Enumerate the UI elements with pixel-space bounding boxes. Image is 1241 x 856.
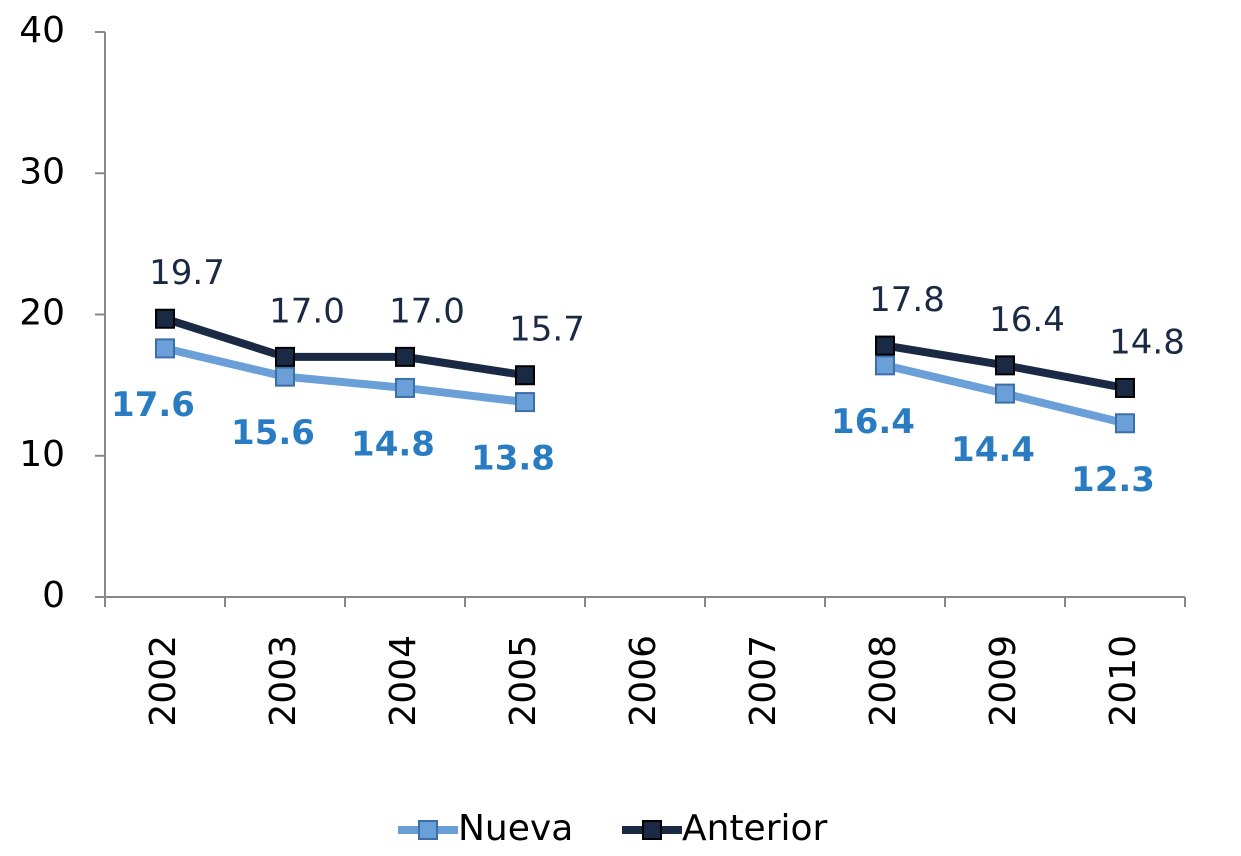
x-tick-label: 2009 (983, 635, 1024, 727)
point-marker (875, 355, 895, 376)
value-label: 12.3 (1071, 460, 1155, 500)
y-tick-label: 0 (42, 575, 65, 616)
value-label: 14.8 (1109, 322, 1185, 362)
value-label: 15.7 (509, 310, 585, 350)
value-label: 14.4 (951, 430, 1035, 470)
point-marker (515, 365, 535, 386)
point-marker (875, 335, 895, 356)
point-marker (395, 346, 415, 367)
value-label: 13.8 (471, 439, 555, 479)
point-marker (1115, 377, 1135, 398)
point-marker (515, 392, 535, 413)
point-marker (995, 355, 1015, 376)
legend-label: Nueva (458, 808, 573, 849)
point-marker (155, 338, 175, 359)
value-label: 15.6 (231, 413, 315, 453)
y-tick-label: 20 (19, 293, 65, 334)
point-marker (275, 346, 295, 367)
legend-marker (418, 820, 438, 840)
y-tick-label: 30 (19, 151, 65, 192)
x-tick-label: 2002 (143, 635, 184, 727)
point-marker (275, 366, 295, 387)
x-tick-label: 2003 (263, 635, 304, 727)
x-tick-label: 2007 (743, 635, 784, 727)
value-label: 19.7 (149, 253, 225, 293)
x-tick-label: 2006 (623, 635, 664, 727)
legend-marker (642, 820, 662, 840)
value-label: 14.8 (351, 424, 435, 464)
y-tick-label: 10 (19, 434, 65, 475)
point-marker (155, 308, 175, 329)
value-label: 16.4 (831, 402, 915, 442)
point-marker (995, 383, 1015, 404)
x-tick-label: 2010 (1103, 635, 1144, 727)
value-label: 16.4 (989, 300, 1065, 340)
value-label: 17.0 (389, 291, 465, 331)
x-tick-label: 2008 (863, 635, 904, 727)
point-marker (1115, 413, 1135, 434)
value-label: 17.6 (111, 385, 195, 425)
y-tick-label: 40 (19, 10, 65, 51)
x-tick-label: 2004 (383, 635, 424, 727)
legend-label: Anterior (682, 808, 828, 849)
x-tick-label: 2005 (503, 635, 544, 727)
point-marker (395, 377, 415, 398)
value-label: 17.0 (269, 291, 345, 331)
value-label: 17.8 (869, 280, 945, 320)
